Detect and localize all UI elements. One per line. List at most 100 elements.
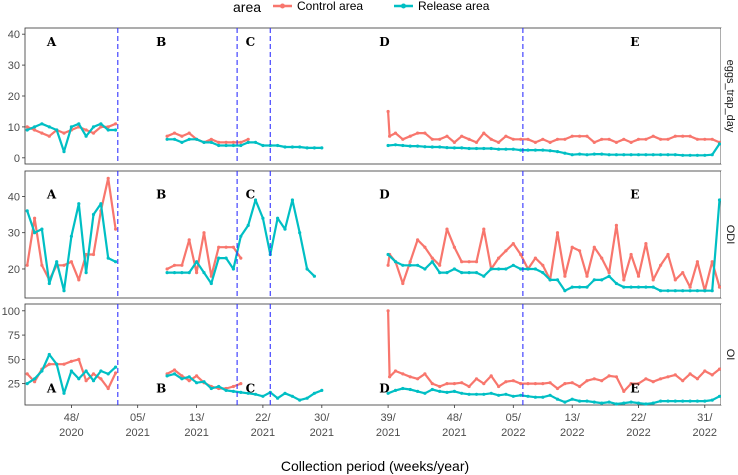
phase-label-B: B: [156, 188, 166, 202]
panel-border: [24, 170, 722, 299]
data-point-release-area: [393, 388, 398, 392]
data-point-release-area: [504, 267, 508, 271]
data-point-release-area: [659, 399, 663, 403]
phase-label-D: D: [379, 381, 389, 395]
data-point-control-area: [423, 245, 427, 249]
data-point-release-area: [607, 400, 611, 404]
data-point-control-area: [460, 381, 464, 385]
data-point-control-area: [33, 380, 37, 384]
data-point-control-area: [438, 263, 442, 267]
data-point-release-area: [165, 137, 169, 141]
data-point-control-area: [231, 140, 235, 144]
data-point-release-area: [224, 143, 228, 148]
data-point-control-area: [511, 379, 515, 383]
data-point-control-area: [592, 245, 596, 249]
x-tick-label-line: 13/: [565, 412, 581, 424]
legend-title: area: [233, 0, 261, 15]
phase-label-D: D: [379, 35, 389, 49]
data-point-control-area: [217, 245, 221, 249]
phase-label-A: A: [46, 35, 57, 49]
data-point-release-area: [636, 285, 641, 289]
data-point-control-area: [482, 382, 486, 386]
data-point-release-area: [40, 369, 44, 373]
data-point-release-area: [312, 391, 316, 395]
data-point-release-area: [69, 369, 73, 373]
data-point-release-area: [393, 260, 398, 264]
data-point-control-area: [224, 245, 228, 249]
data-point-release-area: [239, 143, 243, 148]
data-point-control-area: [47, 362, 51, 366]
data-point-release-area: [614, 153, 619, 157]
data-point-release-area: [298, 145, 302, 149]
data-point-release-area: [25, 128, 29, 132]
data-point-control-area: [386, 309, 390, 313]
data-point-release-area: [710, 289, 714, 293]
data-point-control-area: [445, 134, 449, 138]
data-point-release-area: [438, 271, 442, 275]
data-point-release-area: [217, 256, 221, 260]
data-point-release-area: [585, 153, 589, 157]
data-point-release-area: [187, 271, 191, 275]
data-point-control-area: [585, 274, 589, 278]
data-point-release-area: [474, 146, 479, 151]
data-point-release-area: [62, 150, 66, 154]
data-point-control-area: [629, 140, 633, 144]
data-point-control-area: [703, 137, 707, 141]
y-tick-label: 20: [8, 91, 20, 103]
data-point-release-area: [563, 151, 567, 155]
data-point-control-area: [570, 381, 574, 385]
data-point-control-area: [33, 128, 37, 132]
data-point-control-area: [217, 140, 221, 144]
data-point-release-area: [91, 125, 96, 129]
data-point-control-area: [401, 281, 405, 286]
data-point-release-area: [666, 289, 670, 293]
data-point-control-area: [209, 137, 213, 141]
series-line-release-area: [167, 138, 322, 149]
data-point-control-area: [180, 134, 184, 138]
series-line-release-area: [166, 372, 323, 402]
data-point-release-area: [55, 260, 59, 264]
data-point-release-area: [114, 260, 118, 264]
data-point-release-area: [172, 137, 177, 141]
data-point-control-area: [62, 131, 66, 135]
data-point-release-area: [703, 153, 707, 157]
data-point-release-area: [47, 125, 51, 129]
data-point-release-area: [526, 148, 530, 152]
data-point-release-area: [489, 146, 493, 151]
data-point-control-area: [497, 384, 501, 389]
series-line-release-area: [387, 199, 721, 292]
data-point-release-area: [187, 137, 191, 141]
data-point-release-area: [423, 391, 427, 395]
data-point-release-area: [408, 144, 412, 148]
data-point-control-area: [614, 140, 619, 144]
data-point-control-area: [688, 134, 692, 138]
y-tick-label: 75: [8, 330, 20, 342]
phase-label-A: A: [46, 188, 57, 202]
data-point-control-area: [489, 374, 493, 378]
data-point-release-area: [25, 209, 29, 213]
data-point-control-area: [77, 278, 81, 282]
data-point-release-area: [511, 147, 515, 151]
data-point-release-area: [231, 143, 235, 148]
data-point-control-area: [187, 131, 191, 135]
data-point-release-area: [445, 146, 449, 150]
data-point-control-area: [681, 134, 685, 138]
data-point-control-area: [180, 263, 184, 267]
data-point-release-area: [106, 372, 110, 376]
data-point-control-area: [659, 137, 663, 141]
data-point-control-area: [467, 384, 471, 389]
data-point-release-area: [99, 202, 103, 206]
data-point-release-area: [231, 267, 235, 271]
data-point-release-area: [77, 377, 81, 381]
data-point-control-area: [497, 140, 501, 144]
data-point-release-area: [548, 393, 552, 397]
data-point-release-area: [33, 125, 37, 129]
data-point-control-area: [187, 238, 191, 242]
x-tick-label-line: 48/: [447, 412, 463, 424]
data-point-release-area: [408, 263, 412, 267]
data-point-release-area: [504, 147, 508, 151]
data-point-release-area: [474, 392, 479, 396]
data-point-control-area: [533, 256, 538, 260]
x-tick-label-line: 30/: [314, 412, 330, 424]
data-point-control-area: [541, 137, 545, 141]
